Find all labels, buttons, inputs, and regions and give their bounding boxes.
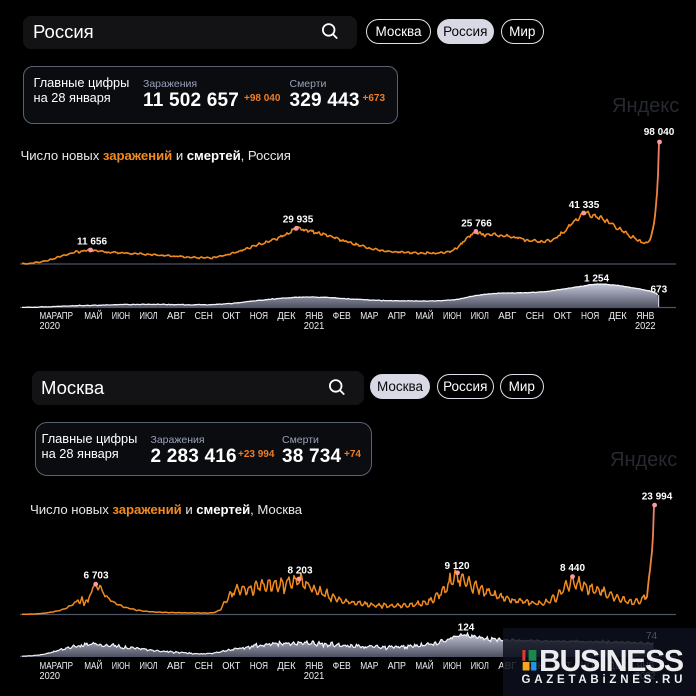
- svg-text:ОКТ: ОКТ: [222, 661, 240, 672]
- svg-text:ДЕК: ДЕК: [609, 311, 627, 322]
- svg-text:ФЕВ: ФЕВ: [333, 661, 351, 672]
- svg-text:ЯНВ: ЯНВ: [305, 311, 323, 322]
- svg-text:6 703: 6 703: [83, 571, 108, 582]
- svg-text:АВГ: АВГ: [167, 661, 186, 672]
- svg-text:МАЙ: МАЙ: [415, 659, 433, 672]
- svg-text:МАР: МАР: [360, 661, 378, 672]
- svg-text:673: 673: [650, 285, 667, 296]
- svg-text:1 254: 1 254: [584, 274, 609, 285]
- svg-text:МАЙ: МАЙ: [84, 309, 102, 322]
- svg-text:8 203: 8 203: [287, 565, 312, 576]
- svg-text:ИЮЛ: ИЮЛ: [471, 661, 489, 672]
- svg-text:2020: 2020: [40, 671, 61, 682]
- svg-text:МАЙ: МАЙ: [415, 309, 433, 322]
- svg-text:29 935: 29 935: [283, 215, 314, 226]
- svg-text:МАРАПР: МАРАПР: [40, 661, 74, 672]
- svg-text:ОКТ: ОКТ: [553, 311, 571, 322]
- svg-text:СЕН: СЕН: [195, 661, 213, 672]
- svg-text:ИЮН: ИЮН: [443, 661, 461, 672]
- svg-text:АПР: АПР: [388, 661, 406, 672]
- svg-text:ФЕВ: ФЕВ: [333, 311, 351, 322]
- svg-text:СЕН: СЕН: [195, 311, 213, 322]
- svg-text:ДЕК: ДЕК: [277, 661, 295, 672]
- svg-text:НОЯ: НОЯ: [250, 311, 268, 322]
- svg-text:8 440: 8 440: [560, 563, 585, 574]
- svg-text:МАР: МАР: [360, 311, 378, 322]
- svg-text:ИЮЛ: ИЮЛ: [139, 311, 157, 322]
- svg-text:2021: 2021: [304, 321, 325, 332]
- svg-text:23 994: 23 994: [642, 491, 673, 502]
- svg-text:НОЯ: НОЯ: [250, 661, 268, 672]
- svg-text:ДЕК: ДЕК: [277, 311, 295, 322]
- svg-text:2020: 2020: [40, 321, 61, 332]
- svg-text:ИЮН: ИЮН: [443, 311, 461, 322]
- svg-text:АВГ: АВГ: [167, 311, 186, 322]
- svg-text:ЯНВ: ЯНВ: [305, 661, 323, 672]
- svg-text:9 120: 9 120: [444, 561, 469, 572]
- svg-text:НОЯ: НОЯ: [581, 311, 599, 322]
- svg-text:ИЮН: ИЮН: [112, 311, 130, 322]
- svg-text:25 766: 25 766: [461, 219, 492, 230]
- svg-text:АПР: АПР: [388, 311, 406, 322]
- svg-text:2022: 2022: [635, 321, 656, 332]
- svg-text:98 040: 98 040: [644, 127, 675, 138]
- svg-text:СЕН: СЕН: [526, 311, 544, 322]
- svg-text:ИЮЛ: ИЮЛ: [471, 311, 489, 322]
- svg-text:МАРАПР: МАРАПР: [40, 311, 74, 322]
- svg-text:11 656: 11 656: [77, 236, 107, 247]
- svg-text:2021: 2021: [304, 671, 325, 682]
- svg-text:ИЮН: ИЮН: [112, 661, 130, 672]
- svg-text:ЯНВ: ЯНВ: [636, 311, 654, 322]
- svg-text:АВГ: АВГ: [498, 311, 517, 322]
- svg-text:МАЙ: МАЙ: [84, 659, 102, 672]
- svg-text:124: 124: [458, 623, 475, 634]
- svg-text:ИЮЛ: ИЮЛ: [139, 661, 157, 672]
- svg-text:ОКТ: ОКТ: [222, 311, 240, 322]
- svg-text:41 335: 41 335: [569, 200, 600, 211]
